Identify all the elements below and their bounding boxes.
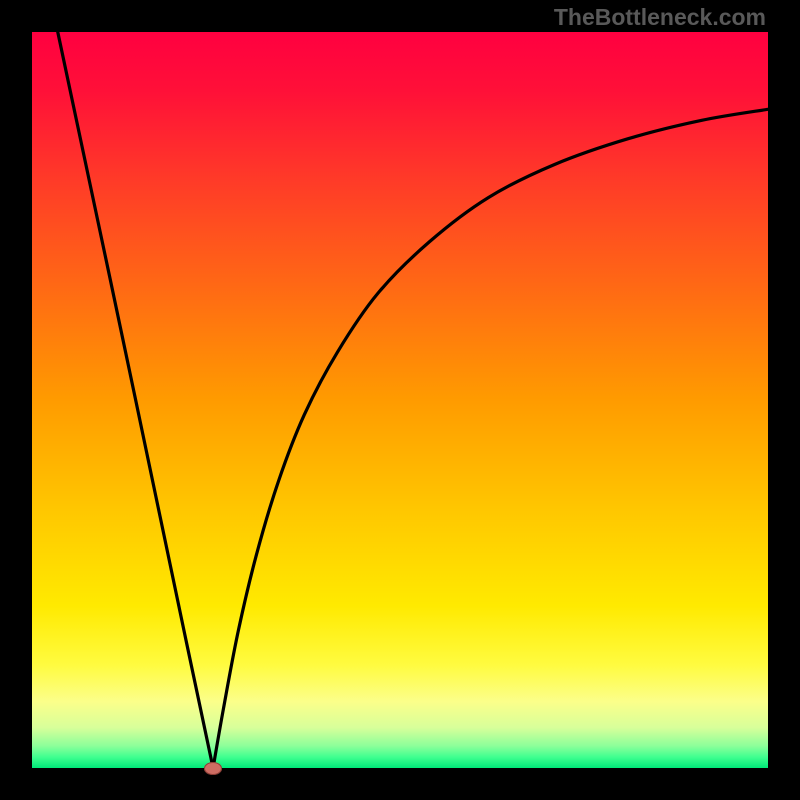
chart-container: TheBottleneck.com [0, 0, 800, 800]
watermark-text: TheBottleneck.com [554, 4, 766, 31]
minimum-marker [204, 762, 222, 775]
plot-area [32, 32, 768, 768]
bottleneck-curve [32, 32, 768, 768]
